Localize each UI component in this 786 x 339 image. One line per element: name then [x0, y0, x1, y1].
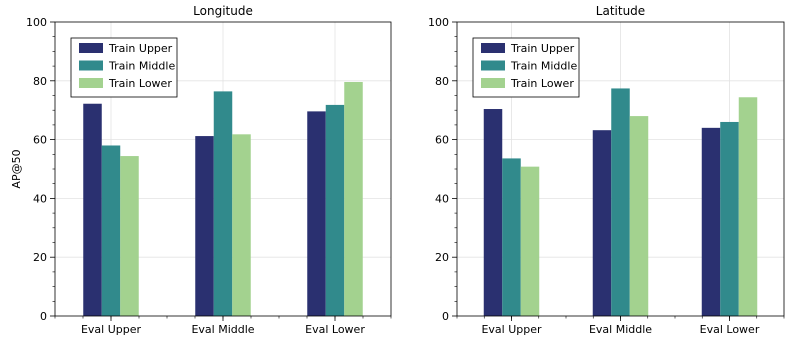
- legend-swatch: [481, 78, 505, 88]
- legend-label: Train Upper: [510, 42, 575, 55]
- legend-swatch: [79, 60, 103, 71]
- x-tick-label: Eval Middle: [191, 323, 254, 336]
- bar-train-upper-eval-middle: [592, 130, 612, 316]
- y-tick-label: 40: [435, 192, 449, 205]
- y-tick-label: 100: [428, 16, 449, 29]
- x-tick-label: Eval Upper: [81, 323, 142, 336]
- bar-train-lower-eval-lower: [344, 81, 363, 316]
- chart-panel-2: 0 20 40 60 80 100 Eval Upper Eval Middle Eval Lo…: [428, 4, 785, 336]
- chart-panel-1: 0 20 40 60 80 100 Eval Upper Eval Middle Eval Lo…: [10, 4, 392, 336]
- bar-train-middle-eval-upper: [502, 158, 521, 316]
- bar-train-upper-eval-lower: [701, 127, 721, 316]
- legend: Train Upper Train Middle Train Lower: [472, 37, 580, 98]
- bar-train-middle-eval-upper: [101, 145, 121, 316]
- y-tick-label: 60: [435, 134, 449, 147]
- bar-train-middle-eval-middle: [213, 91, 233, 316]
- bar-train-lower-eval-middle: [232, 134, 251, 316]
- legend-label: Train Middle: [108, 60, 175, 73]
- y-axis-label: AP@50: [10, 149, 23, 188]
- legend-swatch: [79, 78, 103, 88]
- bar-train-upper-eval-upper: [83, 103, 102, 317]
- y-tick-label: 80: [435, 75, 449, 88]
- bar-train-middle-eval-lower: [720, 121, 739, 317]
- bar-train-middle-eval-middle: [611, 88, 630, 316]
- legend-swatch: [481, 60, 505, 71]
- chart-title: Longitude: [193, 4, 253, 18]
- x-tick-label: Eval Lower: [700, 323, 760, 336]
- bar-train-upper-eval-upper: [483, 109, 503, 316]
- y-tick-label: 20: [435, 251, 449, 264]
- y-tick-label: 20: [33, 251, 47, 264]
- y-tick-label: 80: [33, 75, 47, 88]
- x-tick-label: Eval Middle: [589, 323, 652, 336]
- x-tick-label: Eval Lower: [305, 323, 365, 336]
- bar-train-upper-eval-middle: [195, 136, 214, 316]
- legend-label: Train Middle: [510, 60, 577, 73]
- bar-train-lower-eval-upper: [520, 166, 540, 316]
- bar-train-middle-eval-lower: [325, 104, 345, 317]
- y-tick-label: 0: [40, 310, 47, 323]
- y-tick-label: 60: [33, 134, 47, 147]
- legend-label: Train Upper: [108, 42, 173, 55]
- y-tick-label: 40: [33, 192, 47, 205]
- legend-swatch: [481, 43, 505, 53]
- bar-train-lower-eval-lower: [738, 97, 758, 316]
- x-tick-label: Eval Upper: [481, 323, 542, 336]
- y-tick-label: 100: [26, 16, 47, 29]
- y-tick-label: 0: [442, 310, 449, 323]
- chart-title: Latitude: [596, 4, 645, 18]
- bar-train-upper-eval-lower: [307, 111, 326, 316]
- legend-label: Train Lower: [510, 77, 574, 90]
- legend-label: Train Lower: [108, 77, 172, 90]
- legend-swatch: [79, 43, 103, 53]
- legend: Train Upper Train Middle Train Lower: [70, 37, 178, 98]
- bar-train-lower-eval-upper: [120, 156, 139, 316]
- bar-train-lower-eval-middle: [629, 116, 649, 316]
